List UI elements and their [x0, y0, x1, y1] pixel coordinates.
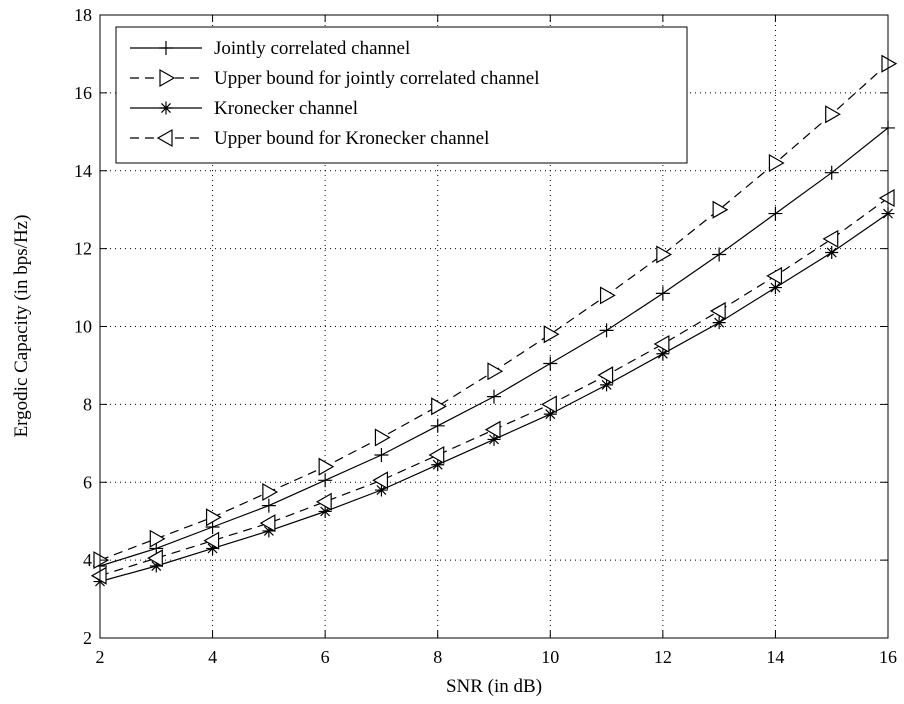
y-tick-label: 16	[74, 83, 92, 103]
data-point	[878, 188, 895, 208]
y-tick-label: 12	[74, 239, 92, 259]
data-point	[600, 378, 614, 392]
data-point	[597, 366, 614, 385]
data-point	[374, 428, 391, 447]
data-point	[206, 541, 220, 555]
data-point	[653, 334, 670, 354]
legend-marker	[159, 41, 173, 55]
x-tick-label: 12	[654, 647, 672, 667]
data-point	[768, 153, 785, 172]
legend-label: Upper bound for Kronecker channel	[214, 128, 489, 149]
y-tick-label: 18	[74, 5, 92, 25]
y-tick-label: 4	[83, 550, 92, 570]
data-point	[374, 447, 389, 462]
data-point	[487, 362, 504, 381]
x-tick-label: 2	[96, 647, 105, 667]
data-point	[543, 407, 557, 421]
x-tick-label: 16	[879, 647, 897, 667]
data-point	[428, 445, 445, 465]
data-point	[262, 524, 276, 538]
series-layer	[90, 54, 898, 589]
x-tick-label: 8	[433, 647, 442, 667]
legend-marker	[159, 68, 176, 88]
y-tick-label: 2	[83, 628, 92, 648]
data-point	[147, 549, 163, 568]
data-point	[374, 483, 388, 497]
axis-ticks: 2 4 6 8 10 12 14 16 2 4 6 8 10 12 14 16 18	[74, 5, 897, 667]
data-point	[656, 245, 673, 264]
series-3	[93, 207, 895, 589]
legend-item: Upper bound for Kronecker channel	[130, 128, 489, 149]
data-point	[599, 286, 616, 305]
y-tick-label: 10	[74, 317, 92, 337]
data-point	[318, 504, 332, 518]
data-point	[709, 301, 726, 320]
data-point	[541, 395, 557, 414]
data-point	[766, 266, 783, 285]
x-tick-label: 4	[208, 647, 217, 667]
legend-item: Upper bound for jointly correlated chann…	[130, 68, 540, 89]
data-point	[768, 206, 783, 221]
data-point	[543, 325, 560, 344]
y-tick-label: 8	[83, 394, 92, 414]
data-point	[712, 316, 726, 330]
data-point	[262, 482, 279, 502]
series-4	[90, 188, 895, 585]
data-point	[149, 559, 163, 573]
legend-label: Kronecker channel	[214, 98, 358, 119]
y-tick-label: 14	[74, 161, 92, 181]
data-point	[318, 457, 335, 476]
data-point	[487, 389, 501, 404]
legend-marker	[156, 128, 173, 148]
data-point	[712, 247, 727, 262]
data-point	[487, 432, 501, 446]
data-point	[261, 498, 276, 513]
legend-label: Upper bound for jointly correlated chann…	[214, 68, 540, 89]
data-point	[543, 356, 558, 371]
legend-item: Kronecker channel	[130, 98, 358, 119]
data-point	[205, 508, 222, 527]
data-point	[712, 200, 729, 219]
x-axis-label: SNR (in dB)	[446, 676, 542, 697]
data-point	[431, 458, 445, 472]
data-point	[656, 347, 670, 361]
legend-item: Jointly correlated channel	[130, 38, 410, 59]
data-point	[372, 471, 389, 490]
data-point	[824, 165, 839, 180]
data-point	[599, 323, 614, 338]
data-point	[825, 246, 839, 260]
data-point	[149, 529, 166, 548]
legend-marker	[159, 101, 173, 115]
data-point	[484, 420, 501, 439]
data-point	[822, 229, 839, 248]
data-point	[431, 397, 447, 416]
x-tick-label: 6	[321, 647, 330, 667]
data-point	[203, 531, 220, 550]
y-axis-label: Ergodic Capacity (in bps/Hz)	[11, 215, 32, 438]
x-tick-label: 10	[541, 647, 559, 667]
legend-box	[115, 26, 688, 164]
data-point	[259, 514, 276, 533]
data-point	[825, 105, 841, 124]
data-point	[318, 473, 333, 488]
data-point	[881, 54, 898, 73]
x-tick-label: 14	[766, 647, 784, 667]
data-point	[90, 566, 107, 585]
legend: Jointly correlated channel Upper bound fo…	[115, 26, 688, 164]
data-point	[430, 418, 445, 433]
data-point	[315, 492, 332, 511]
data-point	[655, 286, 670, 301]
y-tick-label: 6	[83, 472, 92, 492]
series-2	[93, 54, 898, 570]
data-point	[768, 281, 782, 295]
legend-label: Jointly correlated channel	[214, 38, 410, 59]
